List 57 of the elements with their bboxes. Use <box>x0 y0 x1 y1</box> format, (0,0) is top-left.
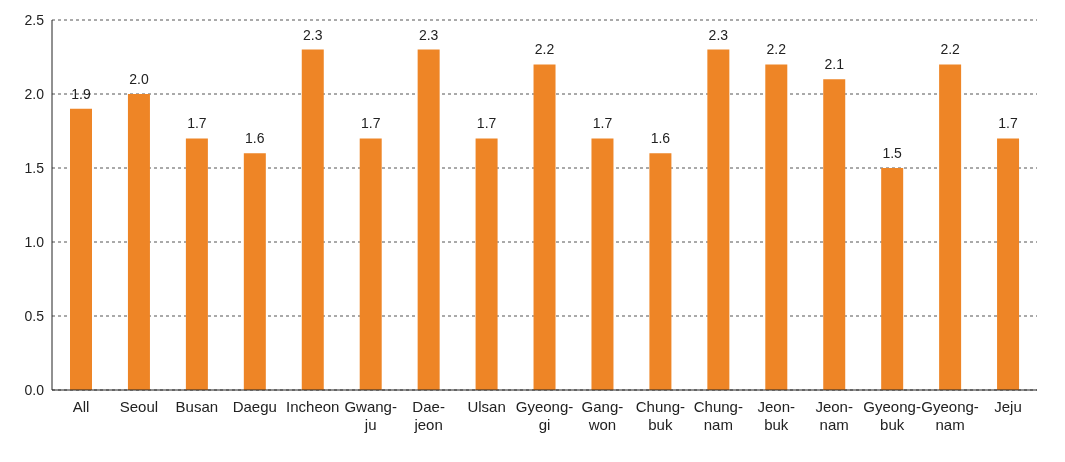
bar <box>185 138 208 390</box>
data-label: 1.5 <box>882 145 903 161</box>
bar <box>243 153 266 390</box>
x-tick-label: Gyeong-gi <box>515 398 574 433</box>
bar <box>70 108 92 390</box>
x-tick-label: Ulsan <box>467 398 506 415</box>
x-tick-label: Gyeong-nam <box>921 398 979 433</box>
x-tick-label: Gyeong-buk <box>863 398 921 433</box>
data-label: 1.7 <box>476 115 497 132</box>
bar <box>127 94 150 390</box>
data-label: 2.3 <box>708 26 729 43</box>
data-label: 1.7 <box>360 115 381 132</box>
bar <box>997 138 1020 390</box>
bar <box>417 49 440 390</box>
y-tick-label: 0.0 <box>24 381 45 398</box>
bar <box>591 138 614 390</box>
y-tick-label: 2.0 <box>24 85 45 102</box>
x-tick-label: Incheon <box>286 398 340 415</box>
x-tick-label: Jeon-nam <box>815 398 853 433</box>
y-tick-label: 1.0 <box>24 233 45 250</box>
bar <box>881 168 904 390</box>
bar <box>823 79 846 390</box>
data-label: 1.7 <box>187 115 207 132</box>
x-tick-label: Gwang-ju <box>344 398 397 433</box>
bar <box>939 64 962 390</box>
x-tick-label: Jeju <box>994 398 1022 415</box>
bar <box>359 138 382 390</box>
data-label: 2.2 <box>766 41 787 58</box>
data-label: 2.3 <box>303 26 323 43</box>
data-label: 1.7 <box>592 115 613 132</box>
x-tick-label: Chung-nam <box>693 398 743 433</box>
x-tick-label: Jeon-buk <box>757 398 796 433</box>
data-label: 2.2 <box>940 41 961 58</box>
data-label: 2.3 <box>418 26 439 43</box>
x-tick-label: Daegu <box>232 398 277 415</box>
x-tick-label: Seoul <box>119 398 159 415</box>
y-tick-label: 2.5 <box>24 11 45 28</box>
data-label: 1.6 <box>650 130 671 147</box>
bar <box>533 64 556 390</box>
data-label: 1.6 <box>245 130 265 147</box>
bar <box>649 153 672 390</box>
x-tick-label: Gang-won <box>581 398 624 433</box>
bar <box>765 64 788 390</box>
x-tick-label: Busan <box>175 398 219 415</box>
data-label: 1.7 <box>998 115 1018 132</box>
data-label: 2.0 <box>129 71 149 87</box>
bar <box>301 49 324 390</box>
bar <box>707 49 730 390</box>
y-tick-label: 1.5 <box>24 159 45 176</box>
y-tick-label: 0.5 <box>24 307 45 324</box>
data-label: 1.9 <box>71 85 91 102</box>
x-tick-label: All <box>72 398 90 415</box>
x-tick-label: Chung-buk <box>635 398 685 433</box>
bar <box>475 138 498 390</box>
data-label: 2.1 <box>824 56 845 73</box>
x-tick-label: Dae-jeon <box>412 398 445 433</box>
data-label: 2.2 <box>534 41 555 58</box>
